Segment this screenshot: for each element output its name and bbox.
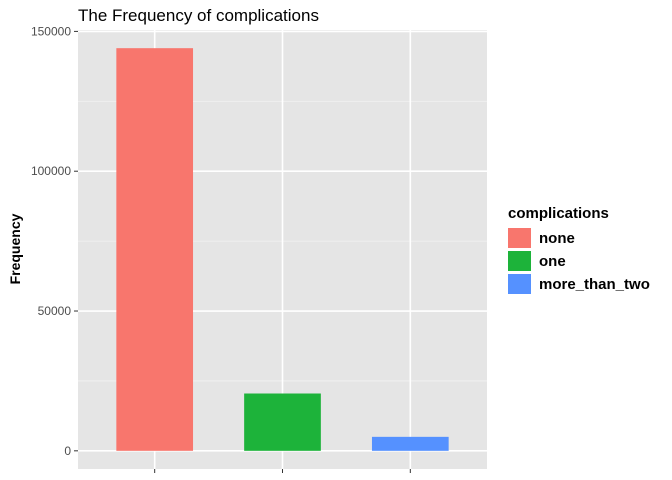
legend-swatch-none <box>508 228 531 248</box>
x-axis <box>154 469 411 473</box>
y-tick-label: 150000 <box>31 24 71 38</box>
bar-one <box>244 393 321 451</box>
legend-label: one <box>539 253 566 270</box>
bars <box>116 48 449 451</box>
plot-area <box>78 30 487 469</box>
legend-title: complications <box>508 205 609 222</box>
y-tick-label: 50000 <box>38 304 72 318</box>
legend-swatch-one <box>508 251 531 271</box>
y-tick-label: 0 <box>64 444 71 458</box>
y-tick-label: 100000 <box>31 164 71 178</box>
y-axis-label: Frequency <box>7 213 23 284</box>
legend: complications none one more_than_two <box>508 205 650 294</box>
legend-swatch-more-than-two <box>508 274 531 294</box>
y-axis: 0 50000 100000 150000 <box>31 24 78 458</box>
bar-none <box>116 48 194 451</box>
chart-title: The Frequency of complications <box>78 6 319 25</box>
legend-label: more_than_two <box>539 276 650 293</box>
legend-label: none <box>539 230 575 247</box>
bar-more-than-two <box>371 436 449 451</box>
